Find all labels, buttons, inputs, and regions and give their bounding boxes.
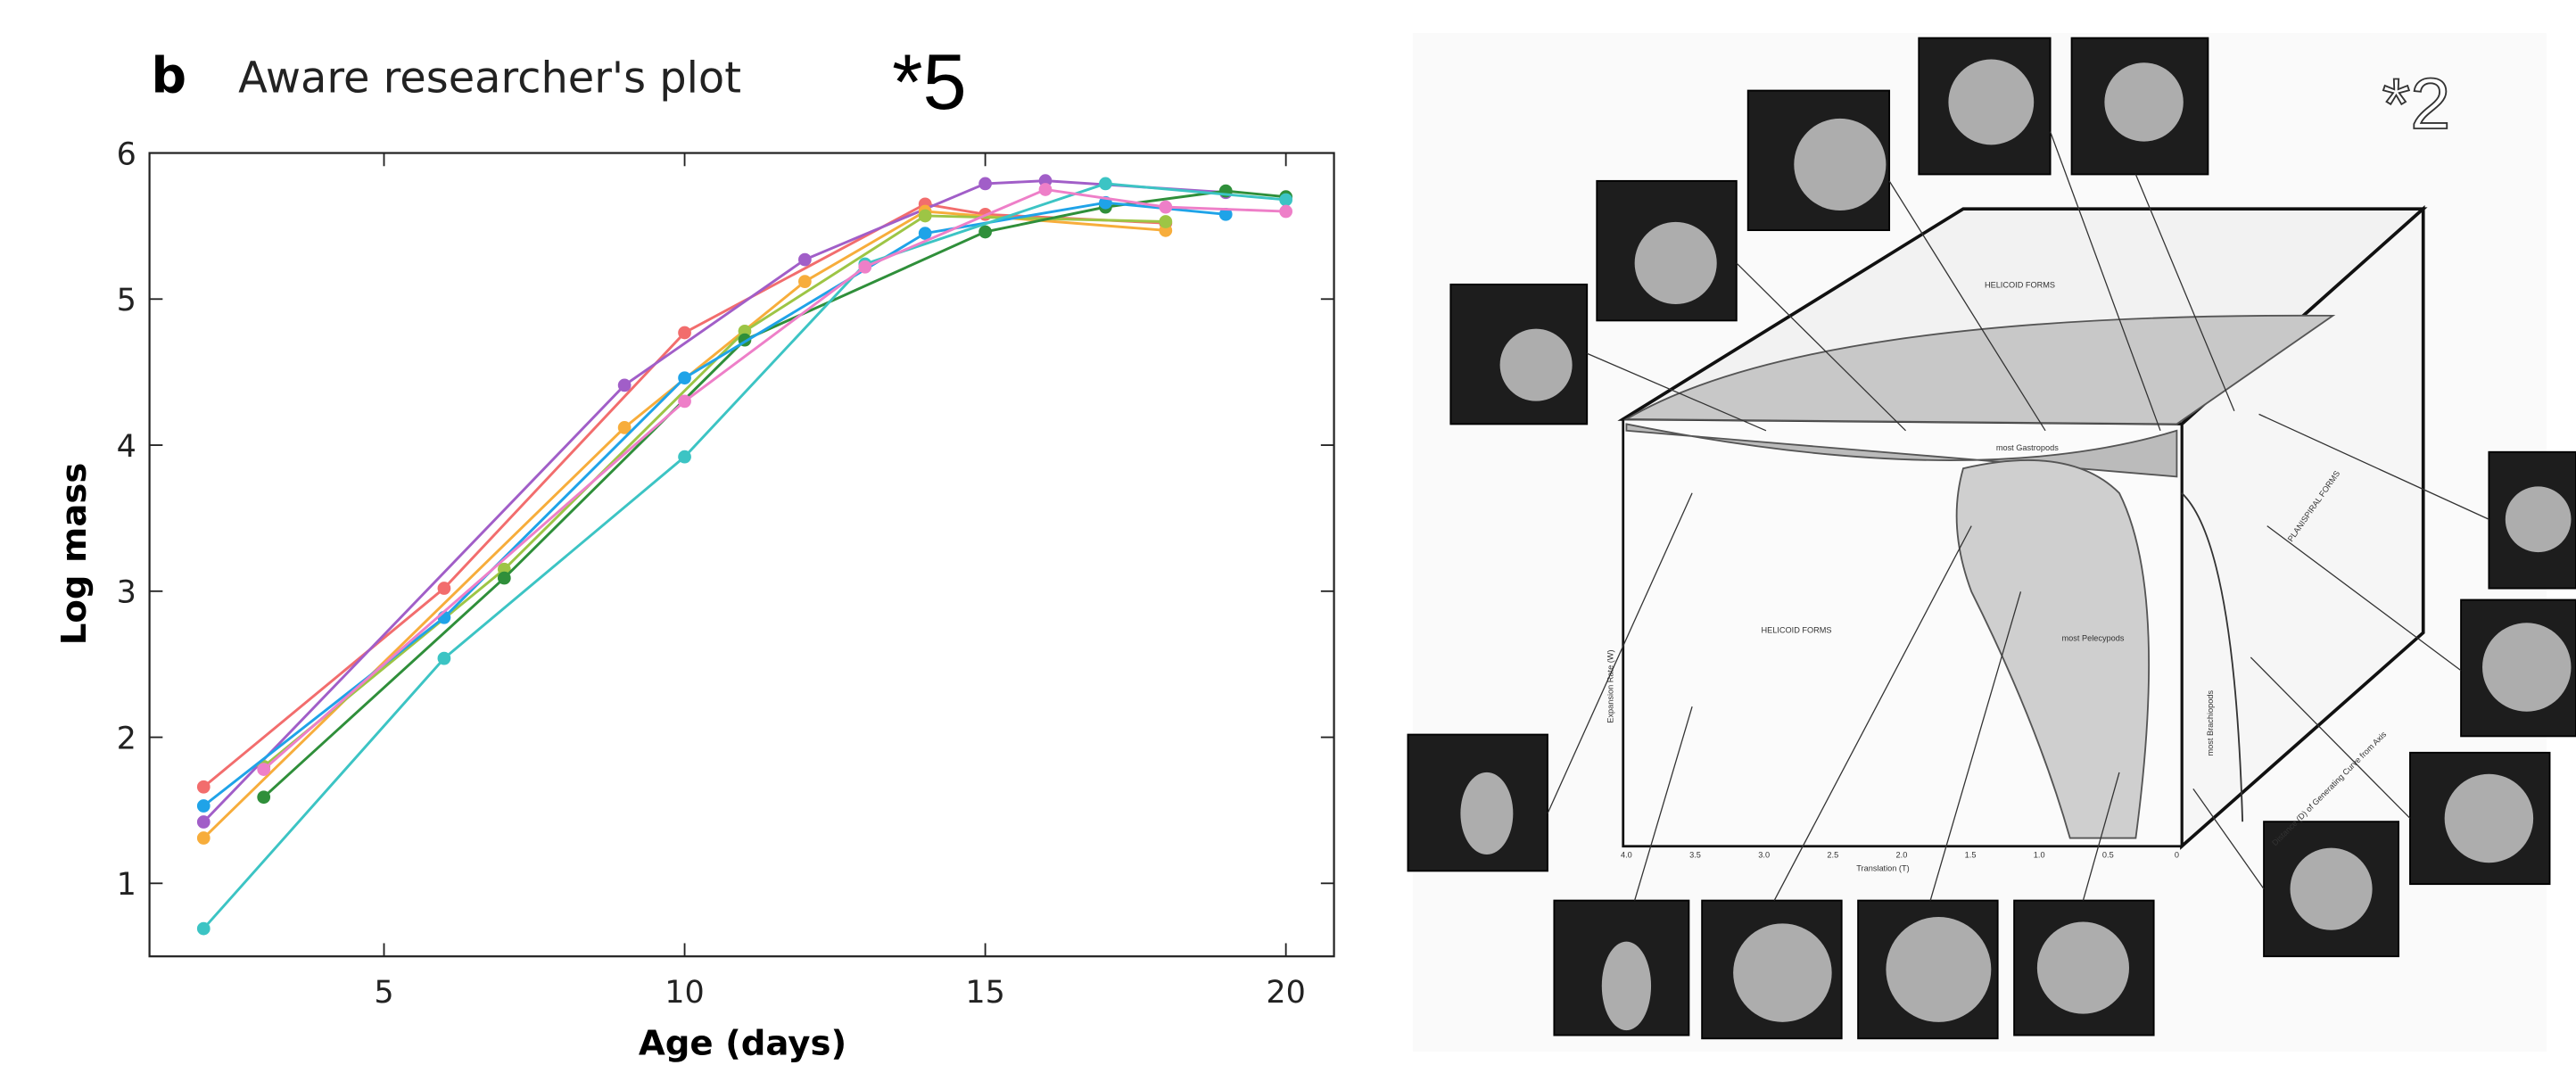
data-point <box>919 210 932 223</box>
translation-tick-label: 2.5 <box>1827 851 1838 860</box>
series-line <box>203 202 1226 805</box>
y-tick-label: 5 <box>117 283 136 318</box>
diagram-label: most Pelecypods <box>2062 634 2125 643</box>
data-point <box>678 450 691 464</box>
data-point <box>197 799 211 813</box>
data-point <box>1159 201 1172 214</box>
diagram-label: most Gastropods <box>1996 443 2059 452</box>
data-point <box>1279 205 1292 219</box>
data-point <box>438 652 451 665</box>
translation-tick-label: 0.5 <box>2102 851 2114 860</box>
diagram-label: HELICOID FORMS <box>1985 281 2055 290</box>
translation-tick-label: 4.0 <box>1621 851 1632 860</box>
x-tick-label: 15 <box>965 975 1005 1011</box>
data-point <box>978 178 992 191</box>
data-point <box>858 260 871 274</box>
data-point <box>197 831 211 845</box>
data-point <box>978 226 992 239</box>
x-tick-label: 10 <box>665 975 705 1011</box>
series-line <box>203 181 1226 822</box>
x-tick-label: 20 <box>1266 975 1306 1011</box>
data-point <box>1099 178 1112 191</box>
diagram-label: Translation (T) <box>1856 863 1909 872</box>
y-axis-label: Log mass <box>54 463 95 646</box>
y-tick-label: 6 <box>117 136 136 172</box>
annotation: *2 <box>2382 64 2451 144</box>
data-point <box>678 326 691 340</box>
translation-tick-label: 3.5 <box>1689 851 1701 860</box>
y-tick-label: 3 <box>117 575 136 611</box>
data-point <box>197 815 211 829</box>
x-tick-label: 5 <box>374 975 393 1011</box>
translation-tick-label: 3.0 <box>1758 851 1770 860</box>
data-point <box>197 922 211 936</box>
translation-tick-label: 1.5 <box>1965 851 1977 860</box>
diagram-label: HELICOID FORMS <box>1761 625 1831 634</box>
translation-tick-label: 1.0 <box>2034 851 2045 860</box>
series-line <box>264 189 1286 769</box>
diagram-label: most Brachiopods <box>2206 690 2215 756</box>
translation-tick-label: 0 <box>2175 851 2179 860</box>
diagram: HELICOID FORMS most Gastropods HELICOID … <box>1408 33 2576 1052</box>
y-tick-label: 4 <box>117 429 136 465</box>
data-point <box>498 572 511 585</box>
data-point <box>678 395 691 409</box>
annotation: *5 <box>892 37 967 126</box>
data-point <box>257 790 270 804</box>
data-point <box>798 253 812 267</box>
series-line <box>203 184 1285 929</box>
data-point <box>197 780 211 794</box>
figure: b Aware researcher's plot *5 Log mass Ag… <box>0 0 2576 1065</box>
data-point <box>1279 194 1292 207</box>
data-point <box>257 763 270 776</box>
series-line <box>203 211 1166 838</box>
panel-label: b <box>151 47 186 104</box>
data-point <box>1159 215 1172 228</box>
y-tick-label: 1 <box>117 867 136 903</box>
data-point <box>678 371 691 384</box>
plot-frame <box>150 153 1334 957</box>
data-point <box>438 582 451 595</box>
data-point <box>618 379 632 392</box>
series-line <box>264 216 1166 766</box>
diagram-label: Expansion Rate (W) <box>1606 649 1615 722</box>
x-axis-label: Age (days) <box>639 1024 846 1064</box>
chart-title: Aware researcher's plot <box>238 54 741 103</box>
data-point <box>1039 183 1053 196</box>
translation-tick-label: 2.0 <box>1896 851 1908 860</box>
data-point <box>798 275 812 288</box>
series-line <box>203 204 1166 787</box>
y-tick-label: 2 <box>117 721 136 756</box>
page: {"panel_label": "b", "chart_data": {"typ… <box>0 0 2576 1065</box>
